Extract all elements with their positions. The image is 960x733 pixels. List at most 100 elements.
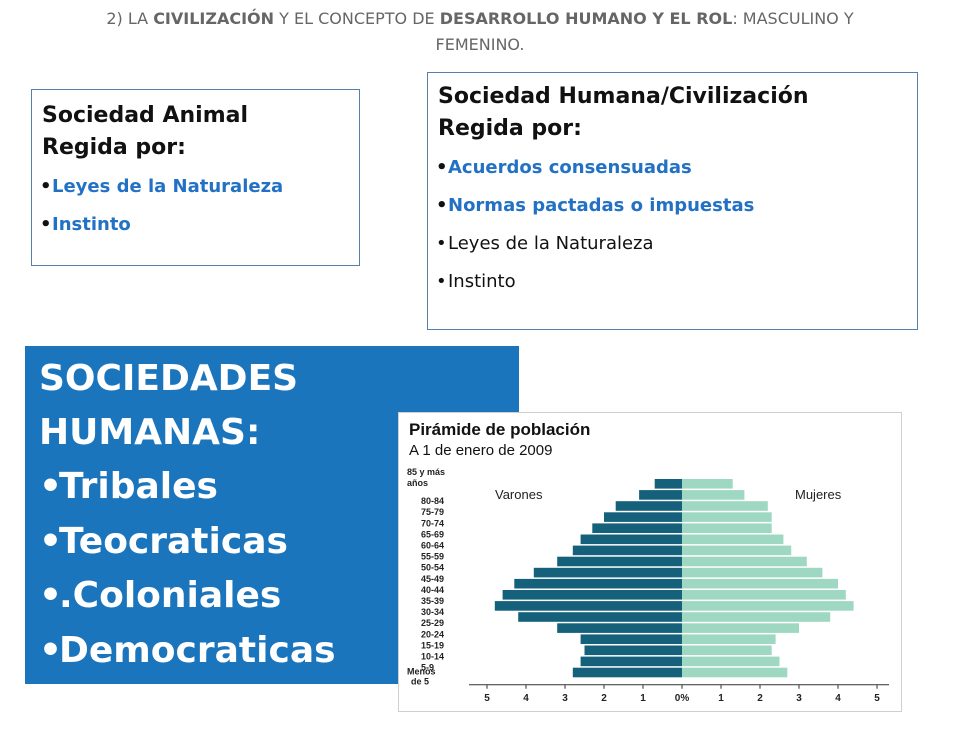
x-tick-label-4: 1 xyxy=(640,693,646,704)
header-line-2: FEMENINO. xyxy=(435,35,525,54)
bar-mujeres-9 xyxy=(682,578,838,589)
cat-label-7: 50-54 xyxy=(421,563,444,573)
bar-varones-1 xyxy=(639,490,682,500)
legend-mujeres: Mujeres xyxy=(795,487,842,502)
sociedad-animal-box: Sociedad Animal Regida por: Leyes de la … xyxy=(31,89,360,266)
chart-title: Pirámide de población xyxy=(409,420,590,439)
cat-label-4: 65-69 xyxy=(421,529,444,539)
animal-list: Leyes de la Naturaleza Instinto xyxy=(40,168,349,244)
bar-mujeres-5 xyxy=(682,534,784,545)
legend-varones: Varones xyxy=(495,487,543,502)
cat-label-14: 15-19 xyxy=(421,640,444,650)
bar-mujeres-13 xyxy=(682,623,799,633)
humana-title: Sociedad Humana/Civilización xyxy=(438,84,809,109)
pyramid-svg: Pirámide de población A 1 de enero de 200… xyxy=(407,420,889,704)
bar-mujeres-6 xyxy=(682,545,792,556)
header-text-2: Y EL CONCEPTO DE xyxy=(274,9,440,28)
bar-varones-13 xyxy=(557,623,682,633)
bar-mujeres-0 xyxy=(682,479,733,489)
bar-varones-0 xyxy=(654,479,682,489)
bar-varones-5 xyxy=(580,534,682,545)
humana-item-4: Instinto xyxy=(436,263,907,301)
population-pyramid-chart: Pirámide de población A 1 de enero de 200… xyxy=(398,412,902,712)
x-tick-label-1: 4 xyxy=(523,693,529,704)
cat-label-13: 20-24 xyxy=(421,629,444,639)
humana-list: Acuerdos consensuadas Normas pactadas o … xyxy=(436,149,907,301)
bar-mujeres-3 xyxy=(682,512,772,522)
x-tick-label-9: 4 xyxy=(835,693,841,704)
bar-mujeres-8 xyxy=(682,567,823,578)
cat-label-3: 70-74 xyxy=(421,518,444,528)
bar-varones-7 xyxy=(557,556,682,567)
animal-subtitle: Regida por: xyxy=(42,135,186,160)
cat-label-9: 40-44 xyxy=(421,585,444,595)
bar-varones-12 xyxy=(518,612,682,622)
cat-label-last-a: Menos xyxy=(407,667,436,677)
bar-varones-11 xyxy=(494,601,682,611)
bar-mujeres-11 xyxy=(682,601,854,611)
bar-mujeres-14 xyxy=(682,634,776,644)
bar-varones-3 xyxy=(604,512,682,522)
sociedades-title: SOCIEDADES HUMANAS: xyxy=(39,358,299,453)
cat-label-0a: 85 y más xyxy=(407,467,445,477)
bar-varones-9 xyxy=(514,578,682,589)
animal-title: Sociedad Animal xyxy=(42,103,249,128)
cat-label-1: 80-84 xyxy=(421,496,444,506)
cat-label-16: 5-9 xyxy=(421,663,434,673)
sociedades-item-2: Teocraticas xyxy=(39,515,505,570)
cat-label-0b: años xyxy=(407,478,428,488)
x-tick-label-7: 2 xyxy=(757,693,763,704)
sociedades-item-5: Globales xyxy=(39,678,505,733)
x-tick-label-3: 2 xyxy=(601,693,607,704)
sociedades-item-1: Tribales xyxy=(39,460,505,515)
slide-header: 2) LA CIVILIZACIÓN Y EL CONCEPTO DE DESA… xyxy=(40,6,920,58)
bar-varones-8 xyxy=(533,567,682,578)
animal-item-1: Leyes de la Naturaleza xyxy=(40,168,349,206)
cat-label-6: 55-59 xyxy=(421,552,444,562)
sociedades-item-3: .Coloniales xyxy=(39,569,505,624)
x-tick-label-0: 5 xyxy=(484,693,490,704)
chart-subtitle: A 1 de enero de 2009 xyxy=(409,442,552,459)
sociedades-list: Tribales Teocraticas .Coloniales Democra… xyxy=(39,460,505,733)
bar-varones-10 xyxy=(502,590,682,600)
bar-varones-14 xyxy=(580,634,682,644)
bar-mujeres-17 xyxy=(682,667,788,678)
bar-mujeres-12 xyxy=(682,612,831,622)
header-bold-1: CIVILIZACIÓN xyxy=(153,9,275,28)
humana-item-2: Normas pactadas o impuestas xyxy=(436,187,907,225)
sociedad-humana-box: Sociedad Humana/Civilización Regida por:… xyxy=(427,72,918,330)
bar-mujeres-15 xyxy=(682,645,772,656)
humana-item-1: Acuerdos consensuadas xyxy=(436,149,907,187)
bar-mujeres-2 xyxy=(682,501,768,511)
x-tick-label-5: 0% xyxy=(675,693,690,704)
bar-mujeres-7 xyxy=(682,556,807,567)
bar-mujeres-1 xyxy=(682,490,745,500)
bar-mujeres-16 xyxy=(682,656,780,667)
bar-varones-16 xyxy=(580,656,682,667)
x-tick-label-8: 3 xyxy=(796,693,802,704)
cat-label-12: 25-29 xyxy=(421,618,444,628)
bar-varones-2 xyxy=(615,501,682,511)
animal-item-2: Instinto xyxy=(40,206,349,244)
cat-label-2: 75-79 xyxy=(421,507,444,517)
bar-mujeres-4 xyxy=(682,523,772,533)
sociedades-item-4: Democraticas xyxy=(39,624,505,679)
x-tick-label-6: 1 xyxy=(718,693,724,704)
header-bold-2: DESARROLLO HUMANO Y EL ROL xyxy=(439,9,733,28)
x-tick-label-2: 3 xyxy=(562,693,568,704)
header-text-3: : MASCULINO Y xyxy=(732,9,854,28)
bar-mujeres-10 xyxy=(682,590,846,600)
cat-label-last-b: de 5 xyxy=(411,677,429,687)
humana-subtitle: Regida por: xyxy=(438,116,582,141)
bar-varones-17 xyxy=(572,667,682,678)
cat-label-11: 30-34 xyxy=(421,607,444,617)
bar-varones-6 xyxy=(572,545,682,556)
cat-label-10: 35-39 xyxy=(421,596,444,606)
x-tick-label-10: 5 xyxy=(874,693,880,704)
bar-varones-15 xyxy=(584,645,682,656)
bar-varones-4 xyxy=(592,523,682,533)
cat-label-15: 10-14 xyxy=(421,652,444,662)
header-text-1: 2) LA xyxy=(106,9,154,28)
cat-label-8: 45-49 xyxy=(421,574,444,584)
humana-item-3: Leyes de la Naturaleza xyxy=(436,225,907,263)
